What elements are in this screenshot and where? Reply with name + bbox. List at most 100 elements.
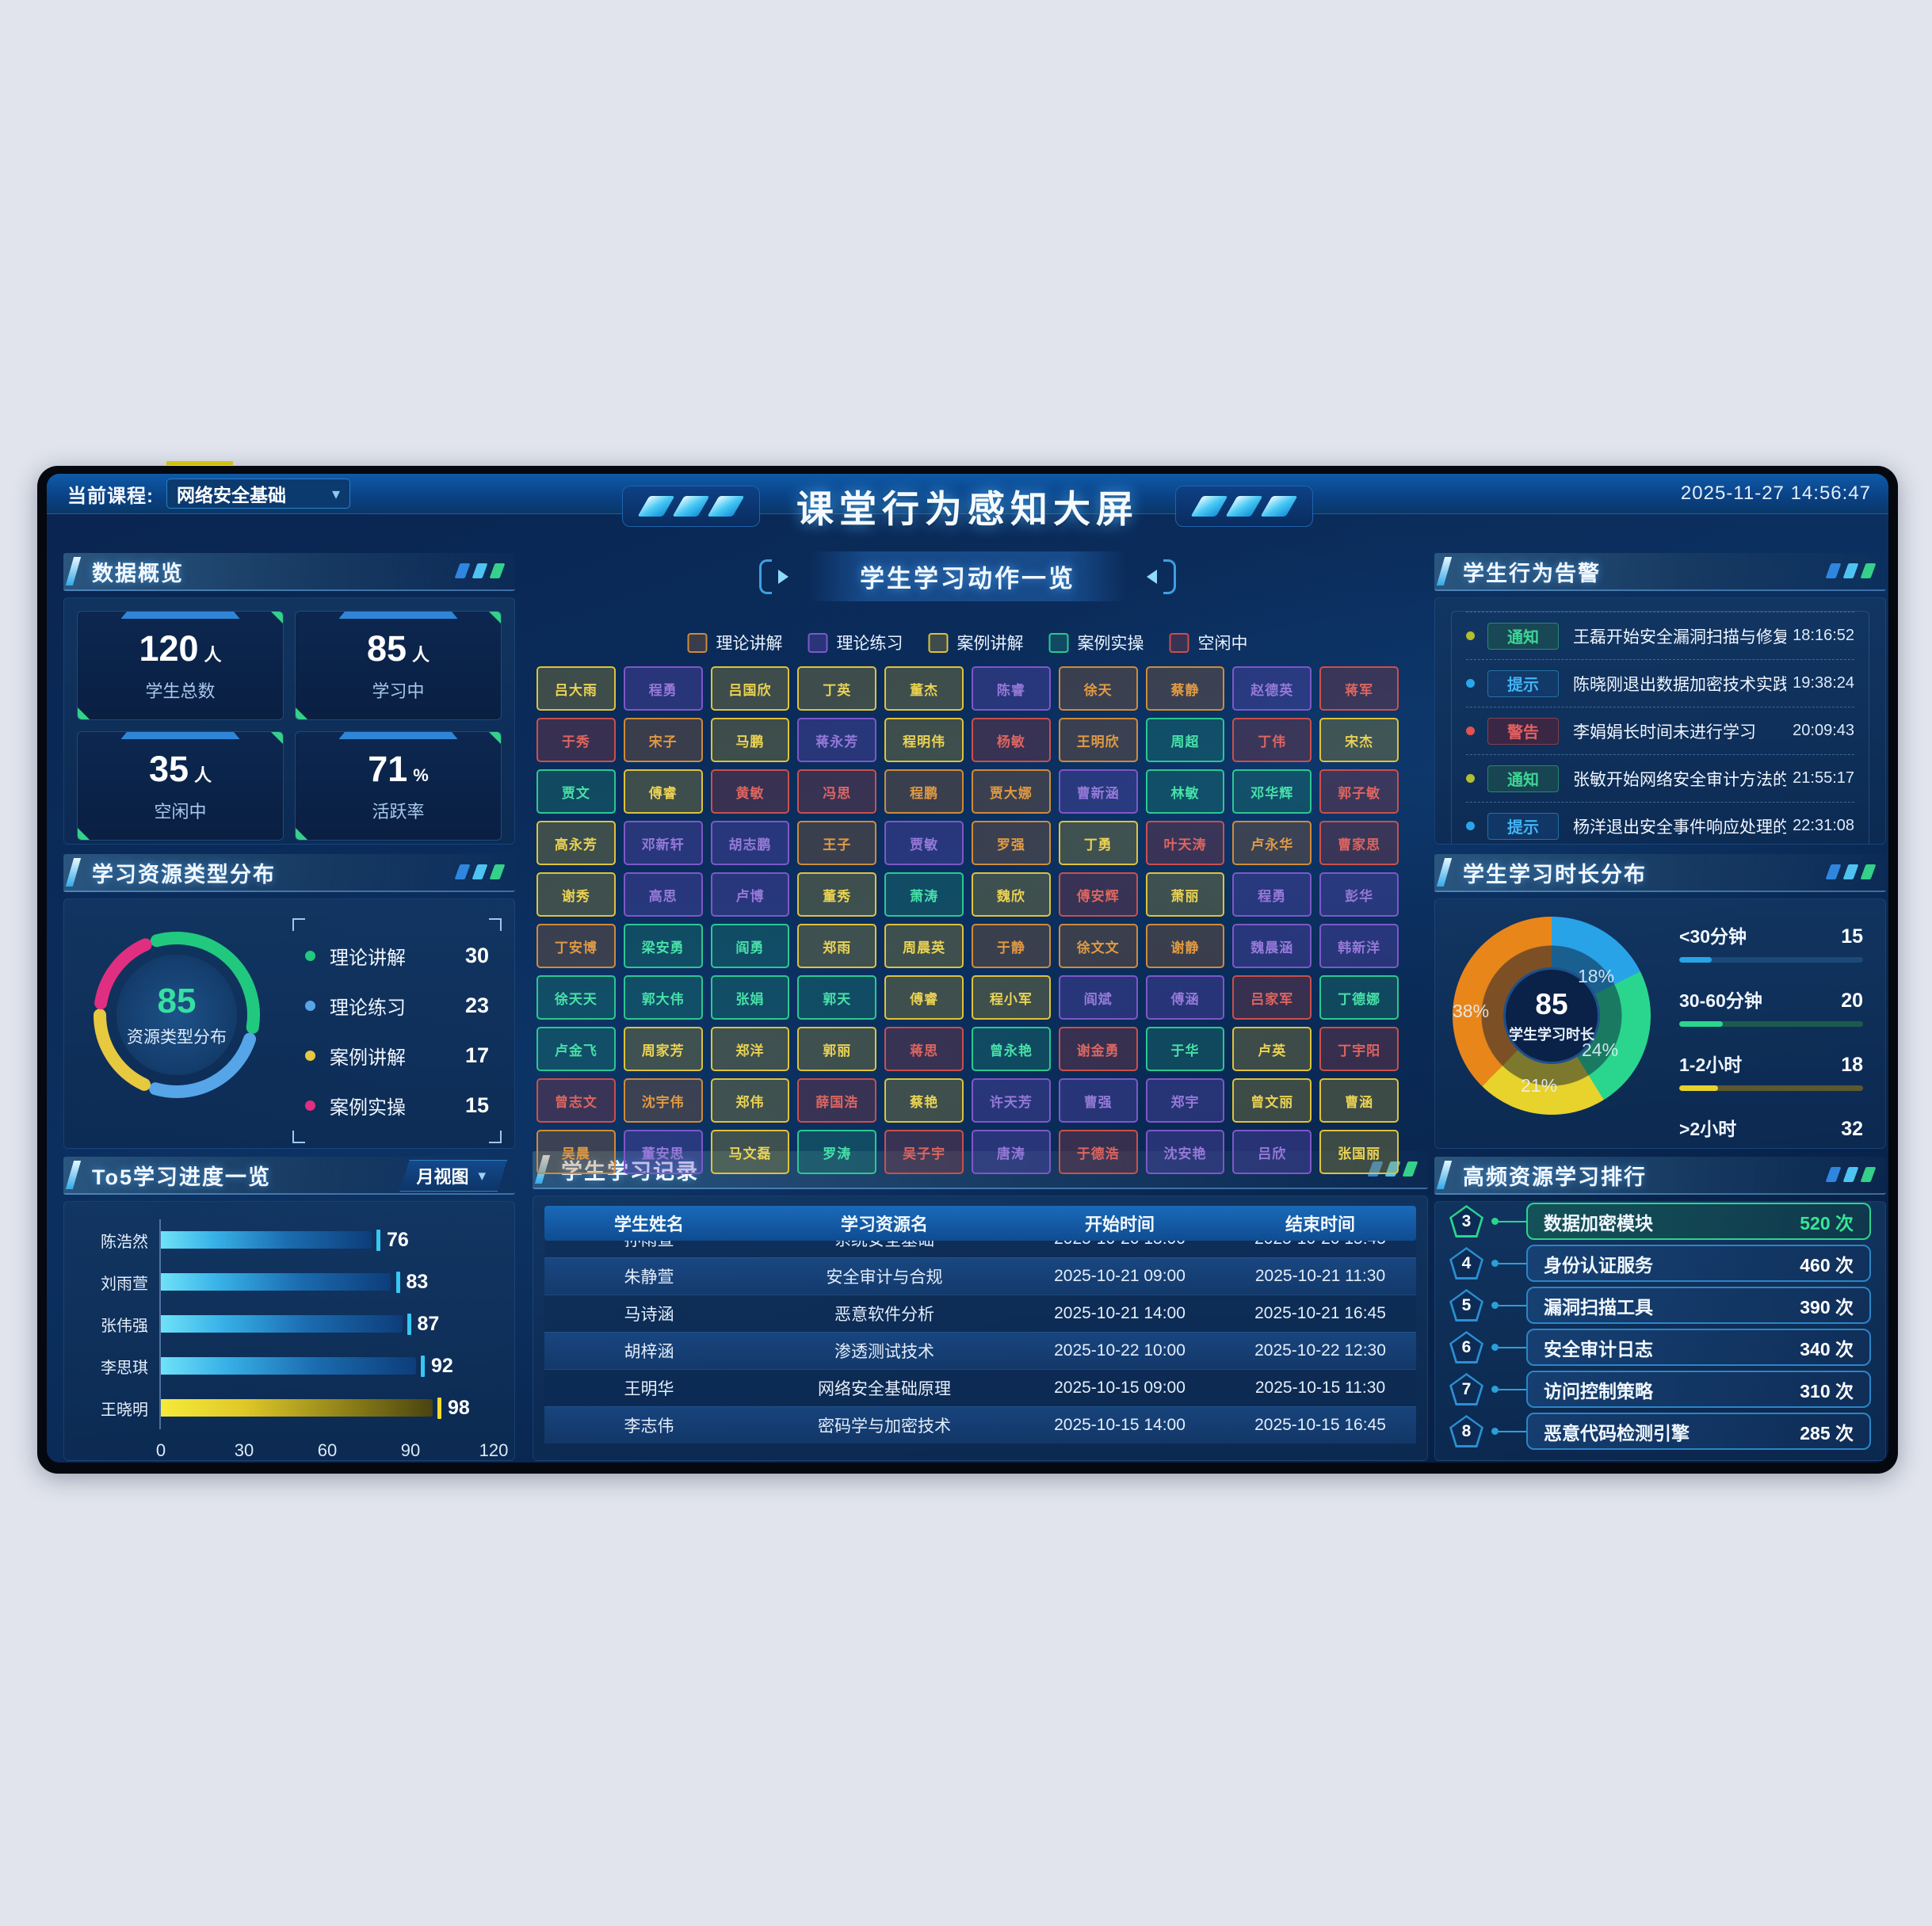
next-page-button[interactable] bbox=[1147, 559, 1176, 594]
student-tile[interactable]: 卢博 bbox=[710, 872, 790, 917]
student-tile[interactable]: 周晨英 bbox=[884, 924, 964, 968]
student-tile[interactable]: 贾大娜 bbox=[972, 769, 1051, 814]
student-tile[interactable]: 黄敏 bbox=[710, 769, 790, 814]
student-tile[interactable]: 郑雨 bbox=[797, 924, 877, 968]
student-tile[interactable]: 张国丽 bbox=[1319, 1130, 1399, 1174]
student-tile[interactable]: 傅睿 bbox=[884, 975, 964, 1020]
student-tile[interactable]: 高永芳 bbox=[536, 821, 616, 865]
student-tile[interactable]: 蒋军 bbox=[1319, 666, 1399, 711]
prev-page-button[interactable] bbox=[759, 559, 788, 594]
student-tile[interactable]: 于德浩 bbox=[1058, 1130, 1138, 1174]
student-tile[interactable]: 邓新轩 bbox=[623, 821, 703, 865]
student-tile[interactable]: 马鹏 bbox=[710, 718, 790, 762]
student-tile[interactable]: 蒋永芳 bbox=[797, 718, 877, 762]
student-tile[interactable]: 蔡静 bbox=[1145, 666, 1225, 711]
student-tile[interactable]: 陈睿 bbox=[972, 666, 1051, 711]
student-tile[interactable]: 马文磊 bbox=[710, 1130, 790, 1174]
student-tile[interactable]: 吕大雨 bbox=[536, 666, 616, 711]
student-tile[interactable]: 丁伟 bbox=[1232, 718, 1312, 762]
student-tile[interactable]: 吕国欣 bbox=[710, 666, 790, 711]
student-tile[interactable]: 张娟 bbox=[710, 975, 790, 1020]
student-tile[interactable]: 卢金飞 bbox=[536, 1027, 616, 1071]
student-tile[interactable]: 曹新涵 bbox=[1058, 769, 1138, 814]
student-tile[interactable]: 唐涛 bbox=[972, 1130, 1051, 1174]
student-tile[interactable]: 丁宇阳 bbox=[1319, 1027, 1399, 1071]
student-tile[interactable]: 董杰 bbox=[884, 666, 964, 711]
student-tile[interactable]: 程小军 bbox=[972, 975, 1051, 1020]
student-tile[interactable]: 吴晨 bbox=[536, 1130, 616, 1174]
student-tile[interactable]: 徐文文 bbox=[1058, 924, 1138, 968]
student-tile[interactable]: 傅睿 bbox=[623, 769, 703, 814]
student-tile[interactable]: 郭大伟 bbox=[623, 975, 703, 1020]
student-tile[interactable]: 谢静 bbox=[1145, 924, 1225, 968]
student-tile[interactable]: 程勇 bbox=[623, 666, 703, 711]
student-tile[interactable]: 徐天天 bbox=[536, 975, 616, 1020]
student-tile[interactable]: 曹家思 bbox=[1319, 821, 1399, 865]
student-tile[interactable]: 郑洋 bbox=[710, 1027, 790, 1071]
student-tile[interactable]: 丁英 bbox=[797, 666, 877, 711]
student-tile[interactable]: 程鹏 bbox=[884, 769, 964, 814]
student-tile[interactable]: 丁安博 bbox=[536, 924, 616, 968]
student-tile[interactable]: 梁安勇 bbox=[623, 924, 703, 968]
student-tile[interactable]: 韩新洋 bbox=[1319, 924, 1399, 968]
course-select-dropdown[interactable]: 网络安全基础 ▾ bbox=[166, 479, 350, 509]
student-tile[interactable]: 薛国浩 bbox=[797, 1078, 877, 1123]
student-tile[interactable]: 谢金勇 bbox=[1058, 1027, 1138, 1071]
student-tile[interactable]: 杨敏 bbox=[972, 718, 1051, 762]
student-tile[interactable]: 萧涛 bbox=[884, 872, 964, 917]
student-tile[interactable]: 宋子 bbox=[623, 718, 703, 762]
student-tile[interactable]: 阎勇 bbox=[710, 924, 790, 968]
student-tile[interactable]: 丁德娜 bbox=[1319, 975, 1399, 1020]
student-tile[interactable]: 吴子宇 bbox=[884, 1130, 964, 1174]
student-tile[interactable]: 于秀 bbox=[536, 718, 616, 762]
student-tile[interactable]: 郑伟 bbox=[710, 1078, 790, 1123]
student-tile[interactable]: 叶天涛 bbox=[1145, 821, 1225, 865]
student-tile[interactable]: 丁勇 bbox=[1058, 821, 1138, 865]
student-tile[interactable]: 郭天 bbox=[797, 975, 877, 1020]
student-tile[interactable]: 郑宇 bbox=[1145, 1078, 1225, 1123]
student-tile[interactable]: 罗强 bbox=[972, 821, 1051, 865]
student-tile[interactable]: 贾敏 bbox=[884, 821, 964, 865]
student-tile[interactable]: 曾文丽 bbox=[1232, 1078, 1312, 1123]
student-tile[interactable]: 周家芳 bbox=[623, 1027, 703, 1071]
student-tile[interactable]: 周超 bbox=[1145, 718, 1225, 762]
student-tile[interactable]: 邓华辉 bbox=[1232, 769, 1312, 814]
student-tile[interactable]: 魏欣 bbox=[972, 872, 1051, 917]
student-tile[interactable]: 曾志文 bbox=[536, 1078, 616, 1123]
student-tile[interactable]: 谢秀 bbox=[536, 872, 616, 917]
student-tile[interactable]: 王明欣 bbox=[1058, 718, 1138, 762]
student-tile[interactable]: 傅安辉 bbox=[1058, 872, 1138, 917]
student-tile[interactable]: 于华 bbox=[1145, 1027, 1225, 1071]
student-tile[interactable]: 傅涵 bbox=[1145, 975, 1225, 1020]
student-tile[interactable]: 吕家军 bbox=[1232, 975, 1312, 1020]
student-tile[interactable]: 宋杰 bbox=[1319, 718, 1399, 762]
student-tile[interactable]: 吕欣 bbox=[1232, 1130, 1312, 1174]
student-tile[interactable]: 徐天 bbox=[1058, 666, 1138, 711]
student-tile[interactable]: 胡志鹏 bbox=[710, 821, 790, 865]
student-tile[interactable]: 卢英 bbox=[1232, 1027, 1312, 1071]
student-tile[interactable]: 王子 bbox=[797, 821, 877, 865]
student-tile[interactable]: 赵德英 bbox=[1232, 666, 1312, 711]
student-tile[interactable]: 罗涛 bbox=[797, 1130, 877, 1174]
student-tile[interactable]: 彭华 bbox=[1319, 872, 1399, 917]
student-tile[interactable]: 高思 bbox=[623, 872, 703, 917]
student-tile[interactable]: 蒋思 bbox=[884, 1027, 964, 1071]
student-tile[interactable]: 董安思 bbox=[623, 1130, 703, 1174]
student-tile[interactable]: 阎斌 bbox=[1058, 975, 1138, 1020]
student-tile[interactable]: 郭丽 bbox=[797, 1027, 877, 1071]
student-tile[interactable]: 蔡艳 bbox=[884, 1078, 964, 1123]
student-tile[interactable]: 程勇 bbox=[1232, 872, 1312, 917]
student-tile[interactable]: 程明伟 bbox=[884, 718, 964, 762]
student-tile[interactable]: 冯思 bbox=[797, 769, 877, 814]
student-tile[interactable]: 曹涵 bbox=[1319, 1078, 1399, 1123]
student-tile[interactable]: 魏晨涵 bbox=[1232, 924, 1312, 968]
student-tile[interactable]: 萧丽 bbox=[1145, 872, 1225, 917]
student-tile[interactable]: 沈宇伟 bbox=[623, 1078, 703, 1123]
student-tile[interactable]: 郭子敏 bbox=[1319, 769, 1399, 814]
student-tile[interactable]: 沈安艳 bbox=[1145, 1130, 1225, 1174]
student-tile[interactable]: 曾永艳 bbox=[972, 1027, 1051, 1071]
student-tile[interactable]: 曹强 bbox=[1058, 1078, 1138, 1123]
view-mode-dropdown[interactable]: 月视图 ▾ bbox=[399, 1160, 507, 1192]
student-tile[interactable]: 林敏 bbox=[1145, 769, 1225, 814]
student-tile[interactable]: 贾文 bbox=[536, 769, 616, 814]
